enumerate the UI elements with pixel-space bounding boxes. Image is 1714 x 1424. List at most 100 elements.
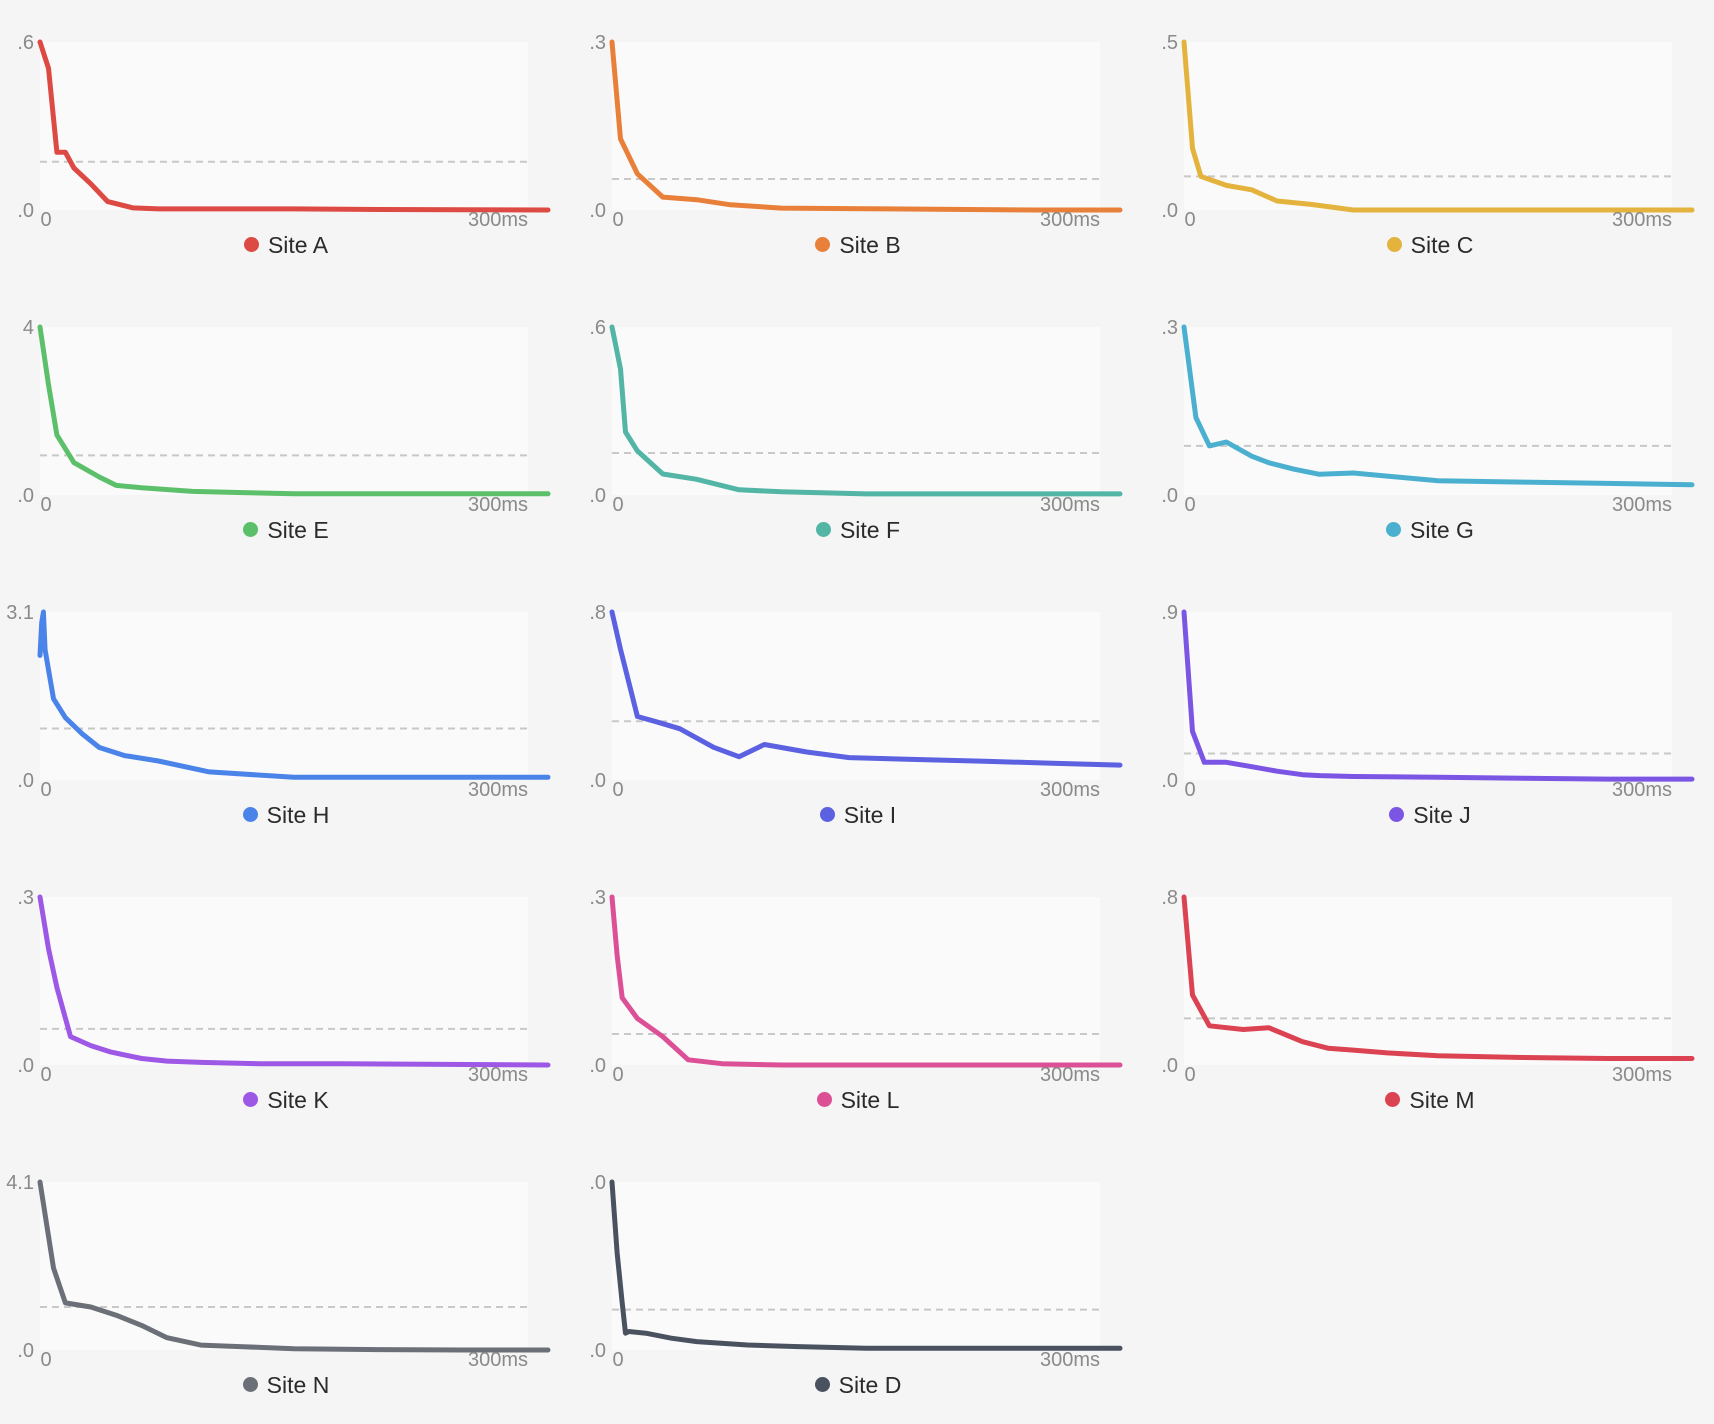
x-tick-end: 300ms <box>1612 494 1672 516</box>
chart-svg-site-e: 4 .0 0 300ms <box>17 317 551 516</box>
legend: Site M <box>1144 1087 1714 1114</box>
legend-dot-icon <box>1385 1092 1401 1107</box>
x-tick-end: 300ms <box>468 1349 528 1371</box>
chart-panel-site-j: .9 .0 0 300ms Site J <box>1144 570 1714 854</box>
chart-panel-site-i: .8 .0 0 300ms Site I <box>572 570 1144 854</box>
chart-panel-site-m: .8 .0 0 300ms Site M <box>1144 855 1714 1139</box>
x-tick-end: 300ms <box>1040 209 1100 231</box>
y-tick-bottom: .0 <box>17 770 34 792</box>
series-line-site-g <box>1181 324 1695 488</box>
chart-panel-site-e: 4 .0 0 300ms Site E <box>0 285 572 569</box>
y-tick-top: .6 <box>589 317 606 339</box>
y-tick-top: .0 <box>589 1172 606 1194</box>
plot-area <box>40 1182 528 1350</box>
y-tick-top: .6 <box>17 32 34 54</box>
x-tick-start: 0 <box>612 494 623 516</box>
legend-dot-icon <box>815 237 831 252</box>
y-tick-top: 3.1 <box>6 602 34 624</box>
x-tick-start: 0 <box>40 1349 51 1371</box>
legend-label: Site J <box>1413 802 1471 828</box>
legend: Site E <box>0 517 572 544</box>
x-tick-end: 300ms <box>468 494 528 516</box>
legend-label: Site N <box>266 1372 330 1398</box>
y-tick-top: 4.1 <box>6 1172 34 1194</box>
x-tick-start: 0 <box>612 1064 623 1086</box>
x-tick-start: 0 <box>40 779 51 801</box>
x-tick-start: 0 <box>40 494 51 516</box>
plot-area <box>40 897 528 1065</box>
y-tick-bottom: .0 <box>1161 770 1178 792</box>
x-tick-end: 300ms <box>1612 779 1672 801</box>
y-tick-top: .8 <box>1161 887 1178 909</box>
series-line-site-a <box>37 39 551 213</box>
legend: Site L <box>572 1087 1144 1114</box>
legend-label: Site A <box>267 232 329 258</box>
legend-dot-icon <box>243 1092 259 1107</box>
legend-label: Site H <box>266 802 330 828</box>
series-line-site-c <box>1181 39 1695 213</box>
legend-label: Site E <box>267 517 329 543</box>
y-tick-bottom: .0 <box>17 1055 34 1077</box>
legend: Site C <box>1144 232 1714 259</box>
plot-area <box>612 1182 1100 1350</box>
y-tick-top: .8 <box>589 602 606 624</box>
plot-area <box>612 612 1100 780</box>
legend-dot-icon <box>1389 807 1405 822</box>
legend: Site J <box>1144 802 1714 829</box>
y-tick-bottom: .0 <box>1161 1055 1178 1077</box>
y-tick-bottom: .0 <box>589 200 606 222</box>
chart-svg-site-a: .6 .0 0 300ms <box>17 32 551 231</box>
legend-label: Site K <box>267 1087 329 1113</box>
legend: Site H <box>0 802 572 829</box>
chart-svg-site-n: 4.1 .0 0 300ms <box>6 1172 551 1371</box>
chart-svg-site-b: .3 .0 0 300ms <box>589 32 1123 231</box>
legend-dot-icon <box>242 1377 258 1392</box>
y-tick-bottom: .0 <box>1161 200 1178 222</box>
chart-svg-site-l: .3 .0 0 300ms <box>589 887 1123 1086</box>
y-tick-top: .3 <box>589 887 606 909</box>
x-tick-start: 0 <box>1184 1064 1195 1086</box>
chart-svg-site-g: .3 .0 0 300ms <box>1161 317 1695 516</box>
legend-dot-icon <box>814 1377 830 1392</box>
legend: Site G <box>1144 517 1714 544</box>
legend-label: Site B <box>839 232 901 258</box>
legend-label: Site F <box>839 517 901 543</box>
series-line-site-h <box>37 609 551 780</box>
y-tick-bottom: .0 <box>589 770 606 792</box>
x-tick-end: 300ms <box>1612 1064 1672 1086</box>
legend-label: Site L <box>840 1087 900 1113</box>
x-tick-end: 300ms <box>1612 209 1672 231</box>
chart-svg-site-d: .0 .0 0 300ms <box>589 1172 1123 1371</box>
plot-area <box>612 327 1100 495</box>
x-tick-end: 300ms <box>1040 779 1100 801</box>
chart-panel-site-n: 4.1 .0 0 300ms Site N <box>0 1140 572 1424</box>
series-line-site-i <box>609 609 1123 768</box>
legend: Site I <box>572 802 1144 829</box>
chart-panel-site-k: .3 .0 0 300ms Site K <box>0 855 572 1139</box>
chart-panel-site-d: .0 .0 0 300ms Site D <box>572 1140 1144 1424</box>
y-tick-top: 4 <box>23 317 34 339</box>
x-tick-start: 0 <box>1184 494 1195 516</box>
series-line-site-l <box>609 894 1123 1068</box>
chart-panel-site-l: .3 .0 0 300ms Site L <box>572 855 1144 1139</box>
y-tick-bottom: .0 <box>1161 485 1178 507</box>
y-tick-bottom: .0 <box>589 485 606 507</box>
x-tick-end: 300ms <box>1040 1064 1100 1086</box>
x-tick-end: 300ms <box>1040 1349 1100 1371</box>
series-line-site-b <box>609 39 1123 213</box>
chart-panel-site-c: .5 .0 0 300ms Site C <box>1144 0 1714 284</box>
x-tick-start: 0 <box>612 209 623 231</box>
x-tick-start: 0 <box>40 1064 51 1086</box>
legend-label: Site G <box>1410 517 1474 543</box>
x-tick-end: 300ms <box>1040 494 1100 516</box>
plot-area <box>40 327 528 495</box>
y-tick-bottom: .0 <box>17 1340 34 1362</box>
y-tick-bottom: .0 <box>589 1340 606 1362</box>
y-tick-top: .5 <box>1161 32 1178 54</box>
series-line-site-k <box>37 894 551 1068</box>
series-line-site-j <box>1181 609 1695 782</box>
chart-svg-site-c: .5 .0 0 300ms <box>1161 32 1695 231</box>
legend: Site D <box>572 1372 1144 1399</box>
chart-svg-site-f: .6 .0 0 300ms <box>589 317 1123 516</box>
chart-panel-site-f: .6 .0 0 300ms Site F <box>572 285 1144 569</box>
